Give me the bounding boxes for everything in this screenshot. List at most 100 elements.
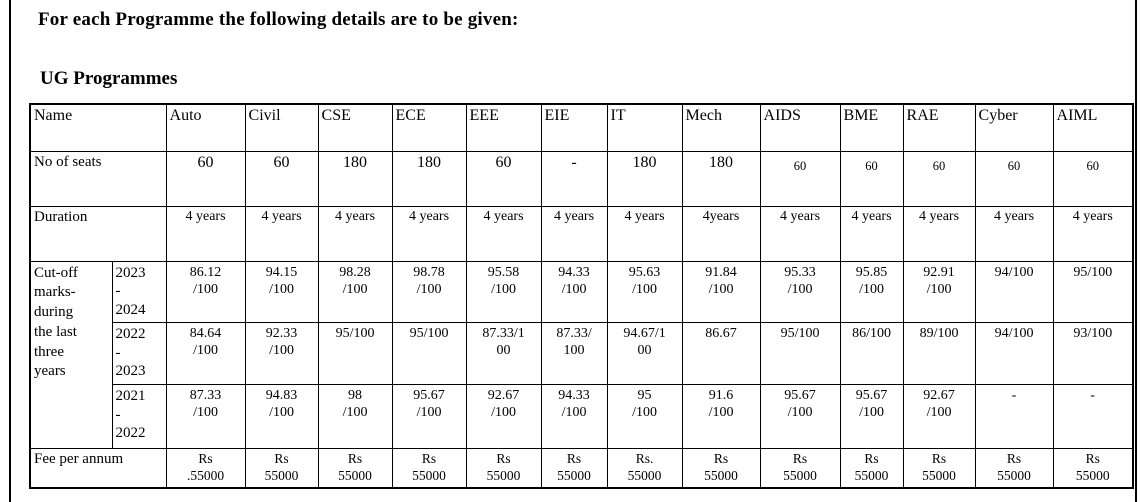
cutoff-cell: 94.33 /100 — [540, 260, 608, 323]
page-border-right — [1135, 0, 1137, 502]
fee-row: Fee per annum Rs .55000 Rs 55000 Rs 5500… — [29, 447, 1134, 489]
cutoff-cell: 95.63 /100 — [606, 260, 683, 323]
cutoff-cell: 94/100 — [974, 321, 1054, 385]
cutoff-cell: 94.33 /100 — [540, 383, 608, 449]
col-header-auto: Auto — [165, 103, 246, 152]
col-header-rae: RAE — [902, 103, 976, 152]
duration-row: Duration 4 years 4 years 4 years 4 years… — [29, 205, 1134, 262]
page-border-left — [9, 0, 11, 502]
cutoff-cell: 92.33 /100 — [244, 321, 319, 385]
cutoff-cell: 91.6 /100 — [681, 383, 761, 449]
seats-cell: 180 — [606, 150, 683, 207]
cutoff-cell: 86.67 — [681, 321, 761, 385]
duration-cell: 4 years — [1052, 205, 1134, 262]
cutoff-cell: 87.33 /100 — [165, 383, 246, 449]
cutoff-row-2022-2023: 2022 - 2023 84.64 /100 92.33 /100 95/100… — [30, 321, 1134, 385]
cutoff-cell: 95 /100 — [606, 383, 683, 449]
cutoff-cell: 94.15 /100 — [244, 260, 319, 323]
duration-cell: 4 years — [391, 205, 467, 262]
duration-label: Duration — [29, 205, 167, 262]
fee-cell: Rs 55000 — [244, 447, 319, 489]
duration-cell: 4years — [681, 205, 761, 262]
fee-label: Fee per annum — [29, 447, 167, 489]
seats-cell: 60 — [165, 150, 246, 207]
seats-row: No of seats 60 60 180 180 60 - 180 180 6… — [29, 150, 1134, 207]
cutoff-cell: 94.83 /100 — [244, 383, 319, 449]
fee-cell: Rs 55000 — [465, 447, 542, 489]
seats-cell: 60 — [902, 150, 976, 207]
cutoff-cell: 92.91 /100 — [902, 260, 976, 323]
cutoff-cell: 89/100 — [902, 321, 976, 385]
cutoff-cell: 95/100 — [1052, 260, 1134, 323]
cutoff-cell: 93/100 — [1052, 321, 1134, 385]
cutoff-cell: - — [974, 383, 1054, 449]
cutoff-cell: 84.64 /100 — [165, 321, 246, 385]
fee-cell: Rs 55000 — [540, 447, 608, 489]
seats-cell: 60 — [465, 150, 542, 207]
duration-cell: 4 years — [759, 205, 841, 262]
seats-cell: 180 — [391, 150, 467, 207]
seats-cell: 180 — [681, 150, 761, 207]
cutoff-cell: 94.67/1 00 — [606, 321, 683, 385]
cutoff-cell: 86/100 — [839, 321, 904, 385]
ug-programmes-table: Name Auto Civil CSE ECE EEE EIE IT Mech … — [29, 103, 1135, 489]
col-header-it: IT — [606, 103, 683, 152]
duration-cell: 4 years — [317, 205, 393, 262]
seats-cell: 60 — [1052, 150, 1134, 207]
cutoff-cell: 86.12 /100 — [165, 260, 246, 323]
duration-cell: 4 years — [902, 205, 976, 262]
cutoff-period: 2022 - 2023 — [111, 321, 167, 385]
col-header-ece: ECE — [391, 103, 467, 152]
fee-cell: Rs 55000 — [902, 447, 976, 489]
duration-cell: 4 years — [974, 205, 1054, 262]
col-header-aiml: AIML — [1052, 103, 1134, 152]
col-header-civil: Civil — [244, 103, 319, 152]
page-title: For each Programme the following details… — [38, 9, 519, 30]
seats-label: No of seats — [29, 150, 167, 207]
cutoff-cell: 98.28 /100 — [317, 260, 393, 323]
cutoff-period: 2021 - 2022 — [111, 383, 167, 449]
cutoff-cell: 95.33 /100 — [759, 260, 841, 323]
cutoff-cell: 95.67 /100 — [839, 383, 904, 449]
name-header: Name — [29, 103, 167, 152]
fee-cell: Rs .55000 — [165, 447, 246, 489]
cutoff-cell: 87.33/ 100 — [540, 321, 608, 385]
fee-cell: Rs 55000 — [681, 447, 761, 489]
cutoff-cell: 98 /100 — [317, 383, 393, 449]
fee-cell: Rs 55000 — [759, 447, 841, 489]
seats-cell: 60 — [839, 150, 904, 207]
fee-cell: Rs. 55000 — [606, 447, 683, 489]
cutoff-period: 2023 - 2024 — [111, 260, 167, 323]
cutoff-cell: 95/100 — [391, 321, 467, 385]
cutoff-cell: 95.67 /100 — [759, 383, 841, 449]
fee-cell: Rs 55000 — [1052, 447, 1134, 489]
cutoff-cell: 95/100 — [759, 321, 841, 385]
col-header-eee: EEE — [465, 103, 542, 152]
col-header-mech: Mech — [681, 103, 761, 152]
section-heading: UG Programmes — [40, 68, 178, 89]
seats-cell: 60 — [974, 150, 1054, 207]
duration-cell: 4 years — [540, 205, 608, 262]
duration-cell: 4 years — [165, 205, 246, 262]
col-header-eie: EIE — [540, 103, 608, 152]
cutoff-cell: 91.84 /100 — [681, 260, 761, 323]
col-header-bme: BME — [839, 103, 904, 152]
seats-cell: 60 — [759, 150, 841, 207]
cutoff-cell: 95.58 /100 — [465, 260, 542, 323]
fee-cell: Rs 55000 — [839, 447, 904, 489]
cutoff-cell: 95.85 /100 — [839, 260, 904, 323]
cutoff-row-2023-2024: Cut-off marks- during the last three yea… — [29, 260, 1134, 449]
duration-cell: 4 years — [606, 205, 683, 262]
col-header-cse: CSE — [317, 103, 393, 152]
header-row: Name Auto Civil CSE ECE EEE EIE IT Mech … — [29, 103, 1134, 152]
cutoff-cell: 92.67 /100 — [465, 383, 542, 449]
cutoff-cell: 92.67 /100 — [902, 383, 976, 449]
cutoff-cell: 94/100 — [974, 260, 1054, 323]
cutoff-cell: 95.67 /100 — [391, 383, 467, 449]
fee-cell: Rs 55000 — [391, 447, 467, 489]
cutoff-label: Cut-off marks- during the last three yea… — [29, 260, 113, 449]
seats-cell: 180 — [317, 150, 393, 207]
fee-cell: Rs 55000 — [317, 447, 393, 489]
col-header-cyber: Cyber — [974, 103, 1054, 152]
